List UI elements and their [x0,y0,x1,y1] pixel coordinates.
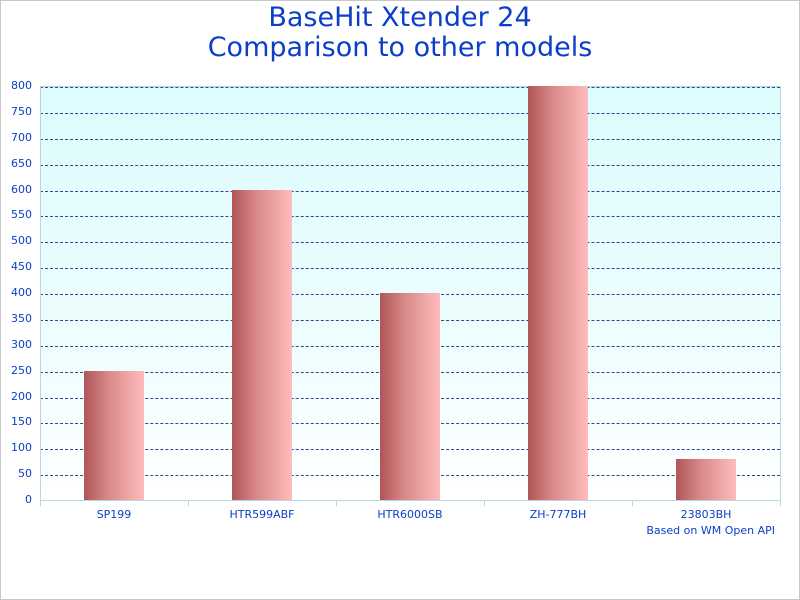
y-tick-label: 750 [11,104,32,118]
y-tick-label: 700 [11,130,32,144]
y-tick-label: 0 [25,493,32,506]
x-tick-mark [188,500,189,506]
y-tick-label: 450 [11,260,32,274]
gridline [40,268,780,270]
y-tick-label: 500 [11,234,32,248]
x-tick-label: ZH-777BH [529,508,587,521]
gridline [40,242,780,244]
x-tick-mark [484,500,485,506]
bar-htr599abf [232,189,292,500]
y-tick-label: 100 [11,441,32,455]
bar-23803bh [676,458,736,500]
y-tick-label: 250 [11,363,32,377]
y-tick-label: 350 [11,311,32,325]
y-tick-label: 200 [11,389,32,403]
x-tick-mark [40,500,41,506]
y-tick-label: 600 [11,182,32,196]
bar-sp199 [84,370,144,500]
y-tick-label: 300 [11,337,32,351]
data-source-credit: Based on WM Open API [646,524,775,537]
y-tick-label: 150 [11,415,32,429]
gridline [40,138,780,140]
chart-title-line1: BaseHit Xtender 24 [268,2,532,33]
x-tick-mark [632,500,633,506]
y-tick-label: 650 [11,156,32,170]
x-axis [40,500,780,501]
gridline [40,216,780,218]
y-tick-label: 50 [18,467,32,481]
x-tick-mark [336,500,337,506]
gridline [40,190,780,192]
x-tick-label: SP199 [96,508,132,521]
y-tick-label: 550 [11,208,32,222]
bar-htr6000sb [380,293,440,500]
x-tick-label: HTR6000SB [377,508,443,521]
y-axis [40,86,41,500]
x-tick-label: 23803BH [680,508,732,521]
y-tick-label: 800 [11,79,32,92]
gridline [40,112,780,114]
y-tick-label: 400 [11,286,32,299]
chart-title-line2: Comparison to other models [207,32,593,63]
bar-zh-777bh [528,86,588,500]
x-tick-mark [780,500,781,506]
gridline [40,87,780,88]
gridline [40,164,780,166]
x-tick-label: HTR599ABF [229,508,295,521]
